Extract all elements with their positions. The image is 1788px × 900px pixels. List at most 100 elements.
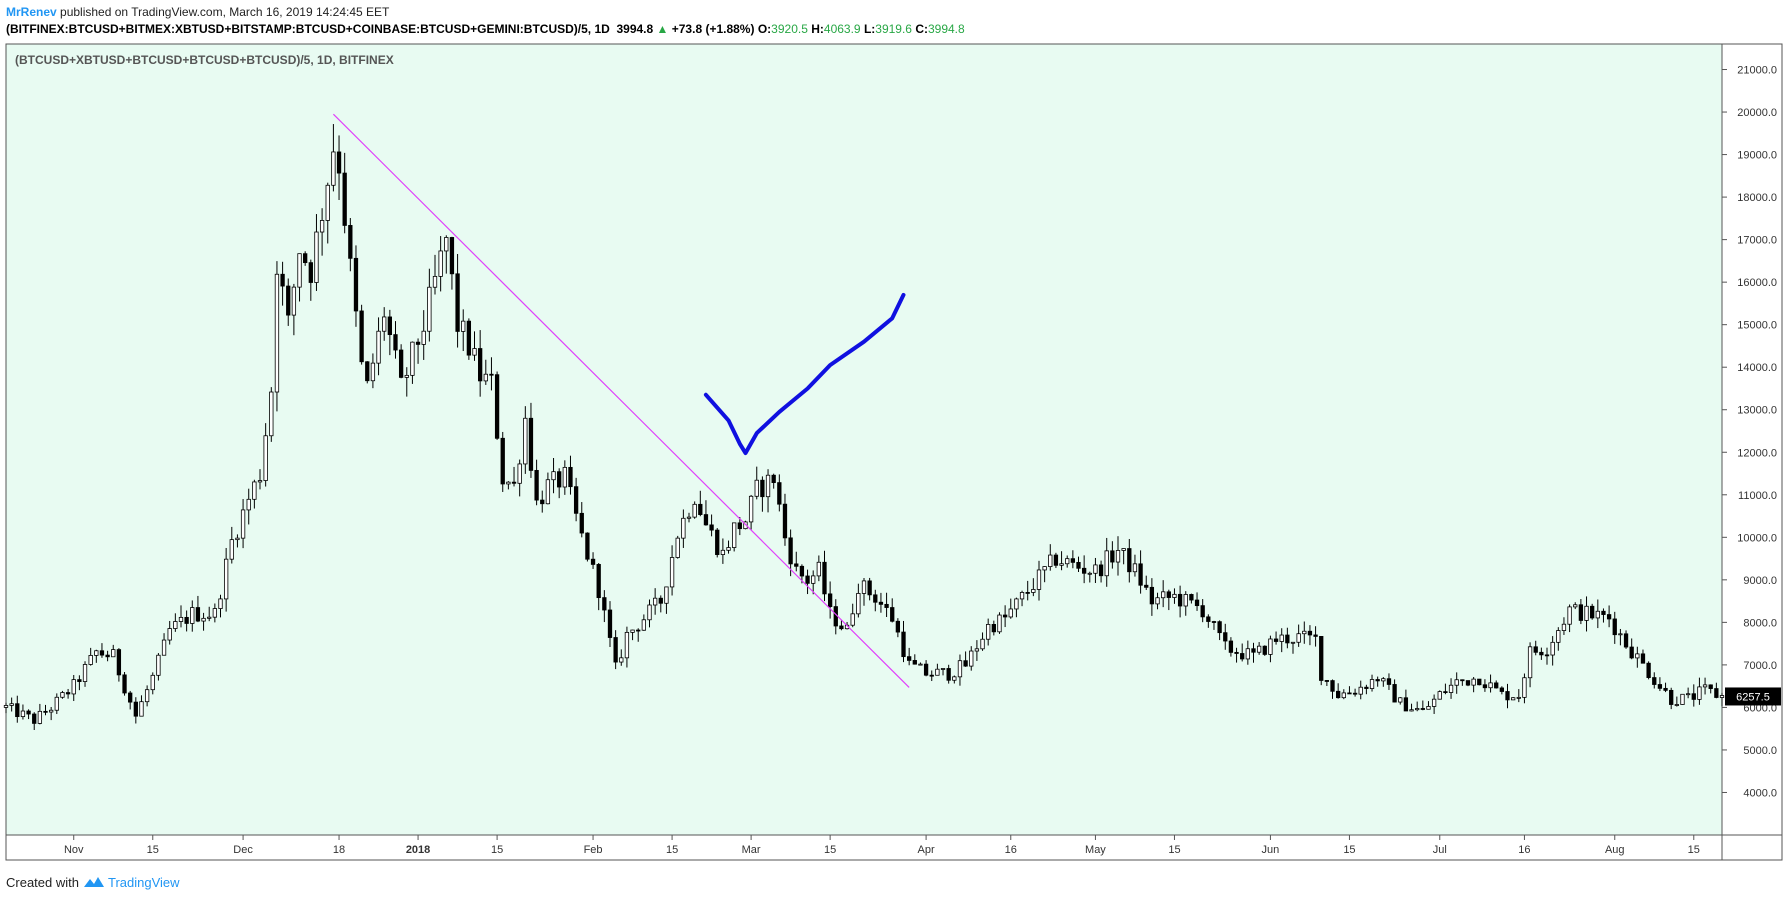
- candle-body: [297, 253, 302, 288]
- candle: [150, 672, 155, 695]
- candle: [173, 613, 178, 632]
- candle: [483, 359, 488, 385]
- x-tick-label: Dec: [233, 844, 253, 856]
- candle: [1409, 703, 1414, 712]
- candle-body: [1533, 646, 1538, 653]
- candle-body: [1601, 610, 1606, 615]
- candle: [1019, 590, 1025, 607]
- candle-body: [1144, 584, 1149, 588]
- candle: [805, 569, 810, 595]
- candle-body: [331, 151, 336, 186]
- candle: [1510, 697, 1516, 701]
- candle-body: [681, 517, 686, 539]
- candle-body: [150, 674, 155, 691]
- candle-body: [1042, 566, 1047, 571]
- candle: [890, 598, 895, 623]
- y-tick-label: 17000.0: [1737, 235, 1777, 247]
- candle: [946, 664, 951, 684]
- candle-body: [997, 614, 1002, 633]
- candle: [940, 668, 946, 676]
- candle: [167, 620, 172, 645]
- candle: [319, 208, 325, 256]
- candle-body: [1189, 594, 1194, 601]
- candle: [365, 361, 370, 384]
- candle: [348, 218, 353, 272]
- candle: [421, 310, 426, 360]
- candle: [1104, 537, 1109, 587]
- candle-body: [32, 713, 37, 724]
- candle: [511, 466, 517, 487]
- candle: [1149, 578, 1155, 616]
- tradingview-brand[interactable]: TradingView: [108, 875, 180, 890]
- candle-body: [342, 172, 347, 226]
- candle: [1008, 598, 1013, 619]
- y-tick-label: 19000.0: [1737, 150, 1777, 162]
- candle: [212, 603, 218, 623]
- candle: [20, 704, 26, 720]
- candle-body: [545, 479, 551, 505]
- candle: [139, 695, 144, 717]
- candle: [997, 612, 1002, 634]
- close-label: C:: [915, 22, 928, 36]
- candle-body: [1098, 564, 1104, 577]
- candle: [1144, 575, 1149, 591]
- candle: [1240, 643, 1245, 662]
- x-tick-label: Apr: [918, 844, 935, 856]
- candle-body: [1381, 678, 1386, 682]
- candle-body: [929, 674, 934, 677]
- candle: [907, 647, 912, 666]
- candle: [1194, 592, 1200, 611]
- candle: [1398, 697, 1403, 705]
- candle-body: [173, 621, 178, 629]
- candle-body: [139, 701, 144, 717]
- x-tick-label: 15: [1343, 844, 1355, 856]
- candle: [410, 341, 415, 384]
- candle: [1347, 686, 1352, 695]
- candle: [1635, 646, 1640, 668]
- candle: [827, 581, 833, 619]
- candle: [878, 592, 884, 613]
- candle: [1657, 677, 1663, 692]
- candle: [1392, 679, 1397, 703]
- candle-body: [1539, 651, 1544, 656]
- candle-body: [1510, 697, 1516, 701]
- candle-body: [308, 262, 313, 283]
- candle: [963, 651, 968, 667]
- candle: [839, 620, 844, 631]
- price-change: +73.8 (+1.88%): [671, 22, 755, 36]
- candle: [3, 702, 9, 714]
- candle-body: [122, 674, 127, 694]
- candle-body: [26, 710, 31, 715]
- tradingview-logo-icon[interactable]: [83, 875, 108, 890]
- candle-body: [359, 310, 364, 363]
- candle: [1177, 585, 1183, 618]
- candle-body: [715, 529, 720, 555]
- candle-body: [551, 471, 556, 481]
- candle-body: [427, 286, 432, 332]
- candle: [777, 474, 782, 512]
- x-tick-label: 15: [824, 844, 836, 856]
- candle-body: [263, 435, 268, 481]
- candle-body: [144, 689, 150, 703]
- candle: [1268, 635, 1273, 663]
- x-tick-label: 16: [1518, 844, 1530, 856]
- candle-body: [54, 696, 59, 711]
- candle-body: [494, 374, 500, 439]
- candle-body: [641, 619, 647, 631]
- candle-body: [1612, 618, 1617, 636]
- candle-body: [816, 561, 821, 577]
- candle-body: [77, 679, 82, 682]
- candle-body: [1008, 608, 1013, 618]
- candle: [681, 509, 686, 548]
- candle-body: [1375, 679, 1380, 682]
- candle: [624, 626, 630, 668]
- candle: [1358, 680, 1363, 700]
- candle-body: [1448, 684, 1454, 693]
- candle: [1302, 621, 1307, 644]
- author-link[interactable]: MrRenev: [6, 5, 57, 19]
- candle-body: [1223, 632, 1228, 642]
- candle-body: [65, 692, 71, 695]
- candle: [32, 712, 37, 730]
- candle-body: [432, 275, 438, 288]
